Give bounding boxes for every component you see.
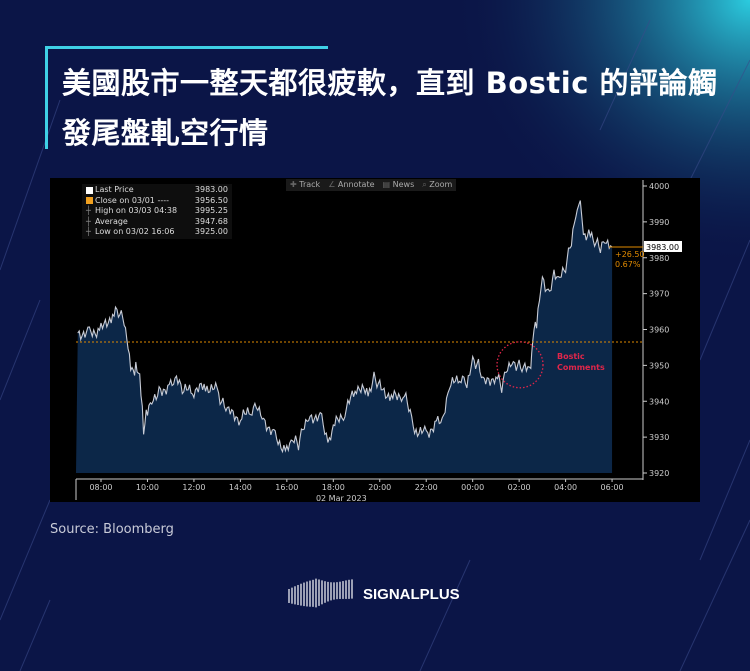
legend-value: 3983.00 bbox=[194, 185, 228, 194]
legend-row: Close on 03/01 ---- 3956.50 bbox=[86, 196, 228, 207]
x-tick-label: 08:00 bbox=[89, 483, 112, 492]
x-axis-label: 02 Mar 2023 bbox=[316, 494, 367, 503]
toolbar-track-button[interactable]: ✚ Track bbox=[290, 180, 320, 190]
x-tick-label: 10:00 bbox=[136, 483, 159, 492]
legend-row: Last Price 3983.00 bbox=[86, 185, 228, 196]
source-note: Source: Bloomberg bbox=[50, 522, 174, 537]
magnifier-icon: ⌕ bbox=[422, 180, 427, 189]
x-tick-label: 06:00 bbox=[601, 483, 624, 492]
y-tick-label: 3940 bbox=[649, 397, 669, 406]
chart-toolbar: ✚ Track ∠ Annotate ▤ News ⌕ Zoom bbox=[286, 179, 457, 191]
legend-swatch bbox=[86, 186, 93, 194]
toolbar-label: Zoom bbox=[429, 180, 453, 189]
toolbar-news-button[interactable]: ▤ News bbox=[383, 180, 415, 190]
x-tick-label: 14:00 bbox=[229, 483, 252, 492]
brand-logo: SIGNALPLUS bbox=[287, 572, 460, 616]
toolbar-label: Track bbox=[299, 180, 321, 189]
y-tick-label: 3990 bbox=[649, 218, 669, 227]
legend-marker-icon: ┼ bbox=[86, 216, 91, 226]
legend-label: High on 03/03 04:38 bbox=[95, 206, 178, 215]
toolbar-annotate-button[interactable]: ∠ Annotate bbox=[328, 180, 374, 190]
annotation-circle bbox=[496, 341, 544, 389]
legend-label: Low on 03/02 16:06 bbox=[95, 227, 175, 236]
y-tick-label: 3920 bbox=[649, 469, 669, 478]
legend-marker-icon: ┼ bbox=[86, 206, 91, 215]
x-tick-label: 22:00 bbox=[415, 483, 438, 492]
y-tick-label: 3930 bbox=[649, 433, 669, 442]
legend-label: Average bbox=[95, 216, 128, 226]
change-label: +26.50 bbox=[615, 250, 645, 259]
annotation-text: Comments bbox=[557, 363, 605, 372]
legend-row: ┼ Low on 03/02 16:06 3925.00 bbox=[86, 227, 228, 238]
title-frame bbox=[45, 46, 328, 149]
y-tick-label: 3950 bbox=[649, 361, 669, 370]
x-tick-label: 20:00 bbox=[368, 483, 391, 492]
x-tick-label: 02:00 bbox=[508, 483, 531, 492]
last-price-label: 3983.00 bbox=[646, 243, 679, 252]
legend-row: ┼ High on 03/03 04:38 3995.25 bbox=[86, 206, 228, 217]
legend-label: Close on 03/01 ---- bbox=[95, 195, 169, 205]
x-tick-label: 04:00 bbox=[554, 483, 577, 492]
brand-name: SIGNALPLUS bbox=[363, 585, 460, 603]
legend-value: 3995.25 bbox=[194, 206, 228, 215]
price-area bbox=[76, 200, 613, 473]
y-tick-label: 3960 bbox=[649, 326, 669, 335]
legend-marker-icon: ┼ bbox=[86, 227, 91, 236]
news-icon: ▤ bbox=[382, 180, 391, 189]
pencil-icon: ∠ bbox=[328, 180, 336, 189]
y-tick-label: 4000 bbox=[649, 182, 669, 191]
change-pct-label: 0.67% bbox=[615, 260, 641, 269]
legend-value: 3925.00 bbox=[194, 227, 228, 236]
waveform-icon bbox=[288, 578, 353, 608]
last-price-box bbox=[644, 240, 682, 252]
x-tick-label: 16:00 bbox=[275, 483, 298, 492]
legend-row: ┼ Average 3947.68 bbox=[86, 217, 228, 228]
x-tick-label: 12:00 bbox=[182, 483, 205, 492]
toolbar-zoom-button[interactable]: ⌕ Zoom bbox=[422, 180, 452, 190]
chart-legend: Last Price 3983.00 Close on 03/01 ---- 3956… bbox=[82, 184, 232, 239]
x-tick-label: 18:00 bbox=[322, 483, 345, 492]
legend-value: 3956.50 bbox=[194, 195, 228, 205]
legend-value: 3947.68 bbox=[194, 216, 228, 226]
annotation-text: Bostic bbox=[557, 352, 585, 361]
y-tick-label: 3980 bbox=[649, 254, 669, 263]
legend-swatch bbox=[86, 197, 93, 205]
toolbar-label: Annotate bbox=[337, 180, 375, 189]
price-line bbox=[77, 200, 613, 454]
y-tick-label: 3970 bbox=[649, 290, 669, 299]
toolbar-label: News bbox=[392, 180, 415, 189]
headline: 美國股市一整天都很疲軟，直到 Bostic 的評論觸發尾盤軋空行情 bbox=[62, 66, 718, 150]
legend-label: Last Price bbox=[95, 185, 134, 194]
x-tick-label: 00:00 bbox=[461, 483, 484, 492]
plus-icon: ✚ bbox=[290, 180, 297, 189]
